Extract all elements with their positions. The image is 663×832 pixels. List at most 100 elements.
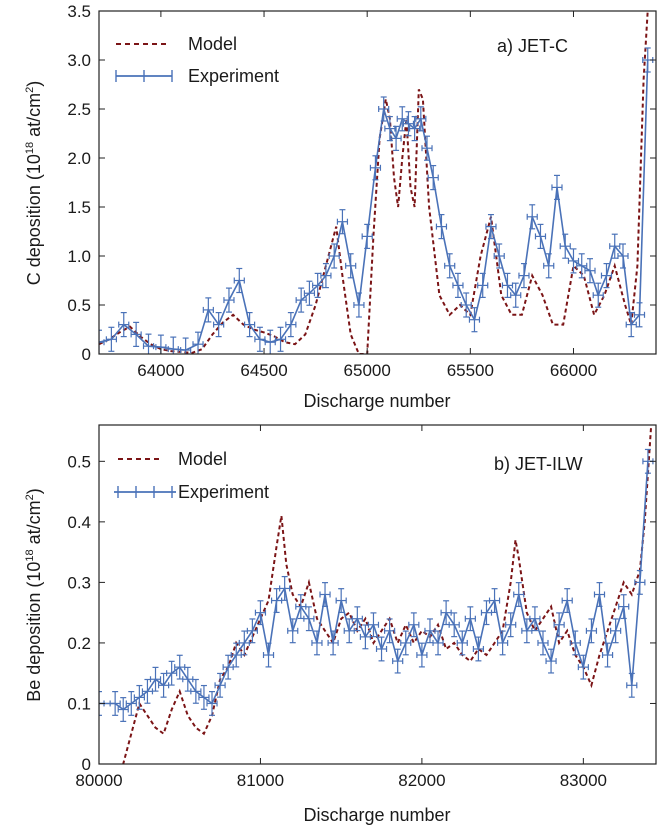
y-tick-label: 0.1 — [67, 694, 91, 713]
experiment-point — [279, 575, 291, 601]
experiment-point — [198, 684, 210, 710]
experiment-point — [303, 280, 316, 306]
experiment-point — [130, 321, 142, 348]
experiment-point — [593, 582, 606, 607]
y-tick-label: 2.5 — [67, 100, 91, 119]
experiment-point — [361, 223, 373, 250]
experiment-point — [415, 106, 427, 132]
experiment-point — [497, 630, 509, 656]
panel-a-experiment-series — [99, 47, 654, 354]
x-tick-label: 64500 — [240, 361, 287, 380]
experiment-point — [432, 630, 444, 656]
panel-b-x-ticks: 80000 81000 82000 83000 — [75, 425, 607, 790]
panel-a-gridless-plot — [99, 11, 654, 354]
x-tick-label: 65500 — [447, 361, 494, 380]
experiment-point — [480, 600, 493, 626]
experiment-point — [180, 337, 192, 354]
panel-b-frame — [98, 424, 657, 765]
experiment-point — [166, 660, 178, 686]
experiment-point — [384, 115, 396, 142]
experiment-point — [488, 588, 501, 614]
experiment-point — [537, 630, 549, 656]
panel-b-plot — [99, 425, 654, 764]
experiment-point — [513, 582, 525, 607]
x-tick-label: 82000 — [398, 771, 445, 790]
panel-a: 64000 64500 65000 65500 66000 0 0.5 1.0 1.5 2.0 2… — [24, 2, 657, 411]
experiment-point — [287, 618, 299, 644]
experiment-point — [311, 630, 323, 656]
x-tick-label: 65000 — [344, 361, 391, 380]
experiment-point — [553, 612, 565, 638]
experiment-point — [584, 258, 596, 284]
experiment-point — [295, 594, 307, 620]
panel-b: 80000 81000 82000 83000 0 0.1 0.2 0.3 0.4 0.5 b)… — [24, 424, 657, 825]
experiment-point — [559, 233, 571, 259]
experiment-point — [569, 630, 581, 656]
experiment-point — [625, 311, 637, 338]
legend-model-label: Model — [178, 449, 227, 469]
experiment-point — [610, 618, 622, 644]
experiment-point — [472, 636, 485, 662]
experiment-line — [99, 461, 649, 711]
experiment-point — [402, 111, 415, 137]
legend-model-label: Model — [188, 34, 237, 54]
experiment-line — [99, 59, 649, 351]
experiment-point — [369, 155, 382, 181]
experiment-point — [319, 582, 331, 607]
experiment-point — [424, 618, 436, 644]
experiment-point — [238, 630, 250, 656]
experiment-point — [577, 654, 589, 680]
panel-a-legend: Model Experiment — [115, 34, 279, 86]
experiment-point — [202, 297, 214, 323]
experiment-point — [230, 642, 242, 668]
panel-a-x-axis-label: Discharge number — [303, 391, 450, 411]
experiment-point — [383, 618, 396, 644]
experiment-point — [105, 326, 117, 352]
experiment-point — [351, 606, 363, 632]
experiment-point — [254, 600, 267, 626]
experiment-point — [270, 588, 283, 614]
experiment-point — [468, 307, 481, 333]
experiment-point — [274, 326, 287, 352]
experiment-point — [335, 588, 347, 614]
experiment-point — [567, 248, 580, 274]
experiment-point — [600, 262, 613, 289]
experiment-point — [157, 672, 170, 698]
experiment-point — [320, 262, 332, 289]
experiment-point — [505, 612, 517, 638]
experiment-point — [551, 174, 563, 201]
experiment-point — [444, 253, 456, 279]
experiment-point — [353, 292, 365, 318]
experiment-point — [626, 672, 638, 698]
experiment-point — [390, 125, 402, 152]
experiment-point — [501, 272, 514, 299]
experiment-point — [223, 287, 235, 313]
experiment-point — [592, 282, 604, 308]
model-line — [99, 11, 649, 354]
experiment-point — [243, 311, 256, 338]
y-tick-label: 0.2 — [67, 634, 91, 653]
experiment-point — [262, 642, 275, 668]
panel-b-annotation: b) JET-ILW — [494, 454, 583, 474]
experiment-point — [312, 272, 324, 299]
experiment-point — [534, 223, 547, 250]
panel-b-experiment-series — [99, 448, 654, 722]
experiment-point — [510, 282, 522, 308]
experiment-point — [477, 272, 489, 299]
experiment-point — [192, 331, 204, 354]
experiment-point — [206, 690, 218, 716]
x-tick-label: 64000 — [137, 361, 184, 380]
experiment-point — [456, 630, 468, 656]
experiment-point — [435, 213, 448, 240]
y-tick-label: 0 — [82, 345, 91, 364]
experiment-point — [427, 164, 439, 191]
experiment-point — [609, 233, 621, 259]
y-tick-label: 0.3 — [67, 573, 91, 592]
experiment-point — [167, 336, 179, 354]
y-tick-label: 1.0 — [67, 247, 91, 266]
experiment-point — [246, 618, 258, 644]
legend-experiment-label: Experiment — [188, 66, 279, 86]
experiment-point — [190, 678, 202, 704]
experiment-point — [345, 253, 357, 279]
